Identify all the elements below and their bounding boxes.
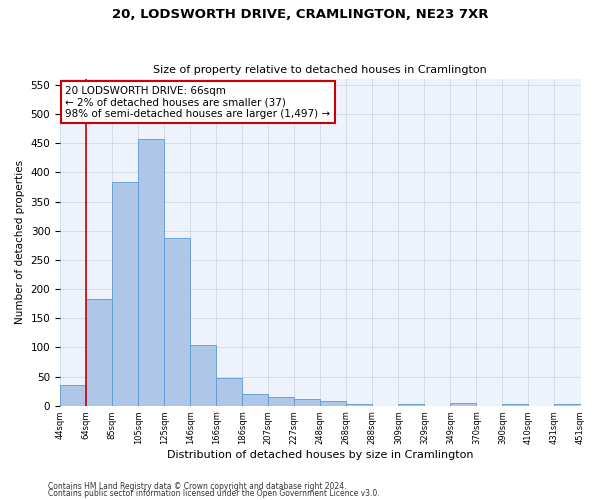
- Bar: [451, 404, 476, 406]
- Bar: [112, 182, 138, 406]
- Title: Size of property relative to detached houses in Cramlington: Size of property relative to detached ho…: [154, 66, 487, 76]
- Bar: [398, 404, 424, 406]
- Text: Contains public sector information licensed under the Open Government Licence v3: Contains public sector information licen…: [48, 489, 380, 498]
- Bar: [86, 299, 112, 406]
- Bar: [138, 138, 164, 406]
- Bar: [190, 345, 216, 406]
- Bar: [320, 401, 346, 406]
- Bar: [268, 397, 294, 406]
- Bar: [554, 404, 581, 406]
- Bar: [502, 404, 529, 406]
- Bar: [346, 404, 373, 406]
- Bar: [60, 386, 86, 406]
- X-axis label: Distribution of detached houses by size in Cramlington: Distribution of detached houses by size …: [167, 450, 473, 460]
- Text: Contains HM Land Registry data © Crown copyright and database right 2024.: Contains HM Land Registry data © Crown c…: [48, 482, 347, 491]
- Bar: [242, 394, 268, 406]
- Text: 20 LODSWORTH DRIVE: 66sqm
← 2% of detached houses are smaller (37)
98% of semi-d: 20 LODSWORTH DRIVE: 66sqm ← 2% of detach…: [65, 86, 331, 119]
- Bar: [164, 238, 190, 406]
- Bar: [216, 378, 242, 406]
- Bar: [294, 400, 320, 406]
- Y-axis label: Number of detached properties: Number of detached properties: [15, 160, 25, 324]
- Text: 20, LODSWORTH DRIVE, CRAMLINGTON, NE23 7XR: 20, LODSWORTH DRIVE, CRAMLINGTON, NE23 7…: [112, 8, 488, 20]
